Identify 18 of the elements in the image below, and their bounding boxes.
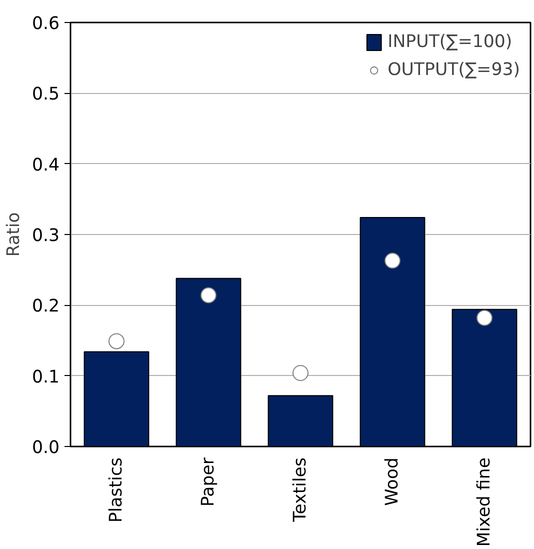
legend-label: OUTPUT(∑=93): [388, 60, 520, 80]
y-tick-label: 0.1: [32, 367, 60, 388]
point: [476, 310, 492, 326]
y-axis-title: Ratio: [4, 212, 24, 257]
x-tick-label: Plastics: [106, 457, 126, 523]
point: [200, 287, 216, 304]
x-tick-label: Wood: [382, 457, 402, 506]
x-tick-label: Mixed fine: [474, 457, 494, 547]
x-tick-label: Paper: [198, 456, 218, 507]
point: [384, 252, 400, 269]
legend-label: INPUT(∑=100): [388, 32, 512, 52]
x-tick-label: Textiles: [290, 457, 310, 523]
y-tick-label: 0.5: [32, 84, 60, 105]
y-tick-label: 0.3: [32, 226, 60, 246]
y-tick-label: 0.6: [32, 14, 60, 34]
y-tick-label: 0.2: [32, 296, 60, 317]
y-tick-label: 0.0: [32, 438, 60, 458]
y-tick-label: 0.4: [32, 155, 60, 176]
